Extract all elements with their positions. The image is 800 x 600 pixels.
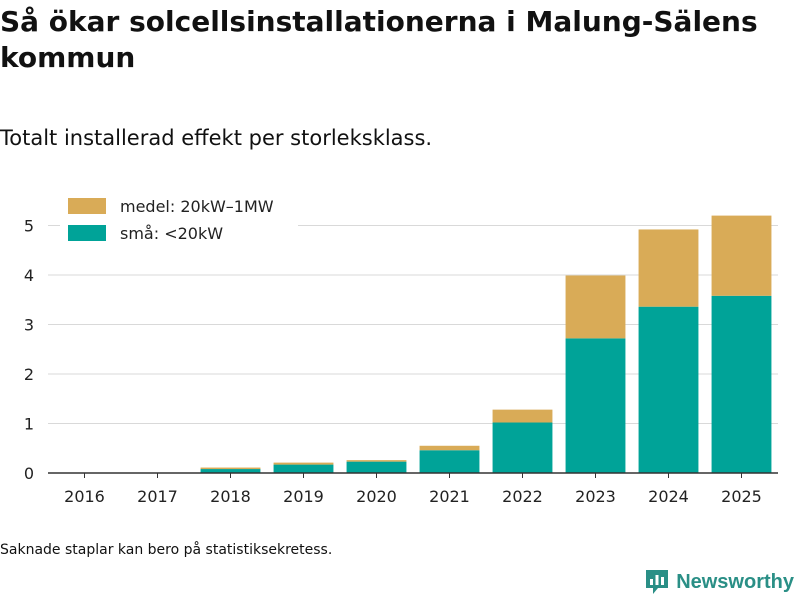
footnote: Saknade staplar kan bero på statistiksek…: [0, 542, 333, 558]
legend: medel: 20kW–1MW små: <20kW: [60, 190, 298, 250]
x-tick-label: 2021: [429, 487, 470, 506]
bars: [200, 215, 772, 473]
y-tick-label: 1: [24, 415, 34, 434]
bar-small-2018: [200, 469, 261, 473]
bar-small-2025: [711, 295, 772, 473]
bar-medium-2024: [638, 229, 699, 307]
bar-medium-2023: [565, 275, 626, 339]
y-tick-label: 3: [24, 316, 34, 335]
legend-label-small: små: <20kW: [120, 224, 223, 243]
bar-medium-2021: [419, 445, 480, 451]
y-tick-label: 2: [24, 365, 34, 384]
bar-medium-2020: [346, 460, 407, 462]
bar-small-2020: [346, 461, 407, 473]
bar-medium-2022: [492, 409, 553, 423]
y-tick-label: 0: [24, 464, 34, 483]
legend-label-medium: medel: 20kW–1MW: [120, 197, 274, 216]
bar-small-2023: [565, 338, 626, 473]
bar-medium-2018: [200, 467, 261, 470]
bar-small-2022: [492, 422, 553, 473]
x-tick-label: 2016: [64, 487, 105, 506]
y-tick-label: 5: [24, 217, 34, 236]
x-tick-label: 2019: [283, 487, 324, 506]
axes: 0 1 2 3 4 5 2016 2017 2018 2019 2020 2021 2022 2023 20…: [24, 217, 778, 506]
brand-name: Newsworthy: [676, 570, 794, 593]
x-tick-label: 2022: [502, 487, 543, 506]
newsworthy-logo-icon: [646, 570, 669, 594]
brand-logo[interactable]: Newsworthy: [644, 568, 794, 596]
x-tick-label: 2024: [648, 487, 689, 506]
y-tick-label: 4: [24, 266, 34, 285]
legend-swatch-small: [68, 225, 106, 241]
legend-swatch-medium: [68, 198, 106, 214]
bar-chart: 0 1 2 3 4 5 2016 2017 2018 2019 2020 2021 2022 2023 20…: [24, 190, 778, 506]
chart-title: Så ökar solcellsinstallationerna i Malun…: [0, 5, 758, 74]
bar-medium-2019: [273, 462, 334, 465]
bar-small-2024: [638, 306, 699, 473]
bar-small-2021: [419, 450, 480, 473]
chart-area: 0 1 2 3 4 5 2016 2017 2018 2019 2020 2021 2022 2023 20…: [0, 180, 800, 520]
bar-small-2019: [273, 464, 334, 473]
chart-subtitle: Totalt installerad effekt per storlekskl…: [0, 126, 433, 150]
x-tick-label: 2023: [575, 487, 616, 506]
x-tick-label: 2017: [137, 487, 178, 506]
x-tick-label: 2025: [721, 487, 762, 506]
bar-medium-2025: [711, 215, 772, 296]
x-tick-label: 2018: [210, 487, 251, 506]
x-tick-label: 2020: [356, 487, 397, 506]
